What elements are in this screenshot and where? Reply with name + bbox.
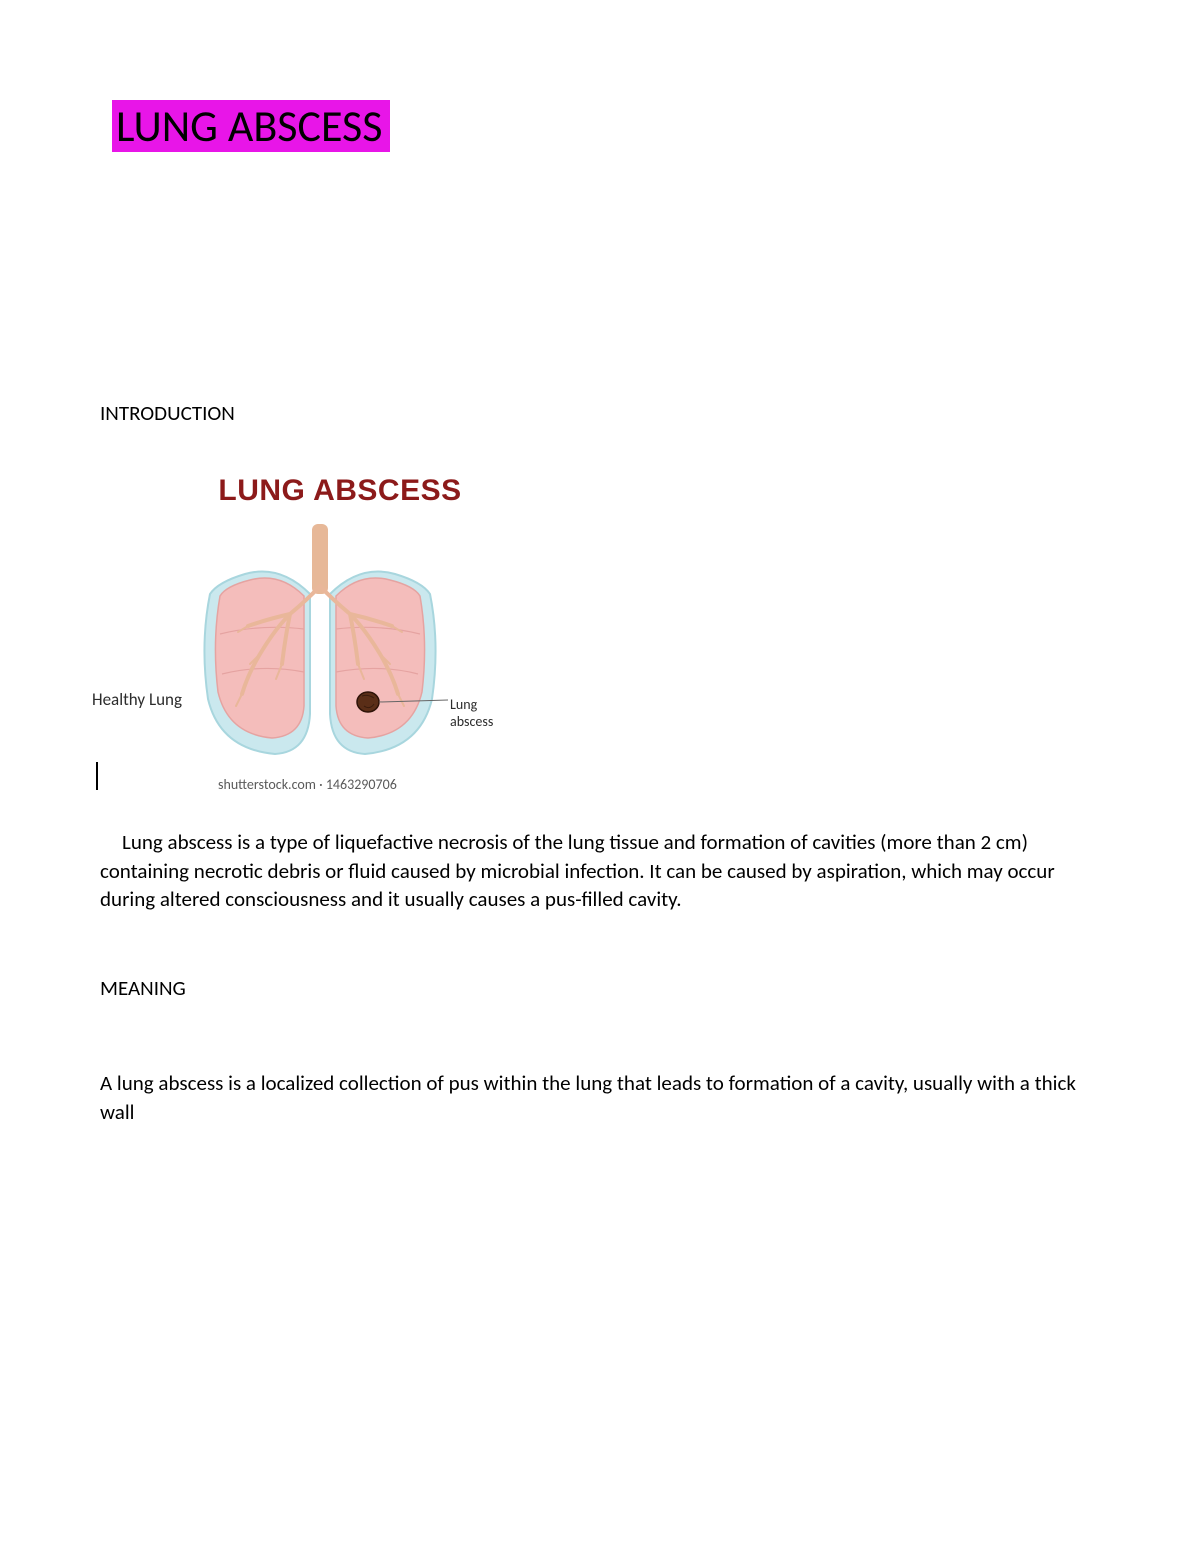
figure-title: LUNG ABSCESS [160, 474, 520, 508]
section-heading-introduction: INTRODUCTION [100, 400, 1100, 426]
text-cursor-icon [96, 762, 98, 790]
meaning-paragraph: A lung abscess is a localized collection… [100, 1069, 1100, 1126]
figure-label-healthy-lung: Healthy Lung [92, 689, 182, 710]
lung-figure: LUNG ABSCESS Healthy Lung Lung abscess s… [100, 474, 520, 804]
lungs-diagram-icon [190, 524, 450, 774]
intro-paragraph: Lung abscess is a type of liquefactive n… [100, 828, 1100, 913]
section-heading-meaning: MEANING [100, 975, 1100, 1001]
figure-label-lung-abscess: Lung abscess [450, 696, 520, 730]
page-title: LUNG ABSCESS [112, 100, 390, 152]
figure-credit: shutterstock.com · 1463290706 [218, 776, 397, 793]
